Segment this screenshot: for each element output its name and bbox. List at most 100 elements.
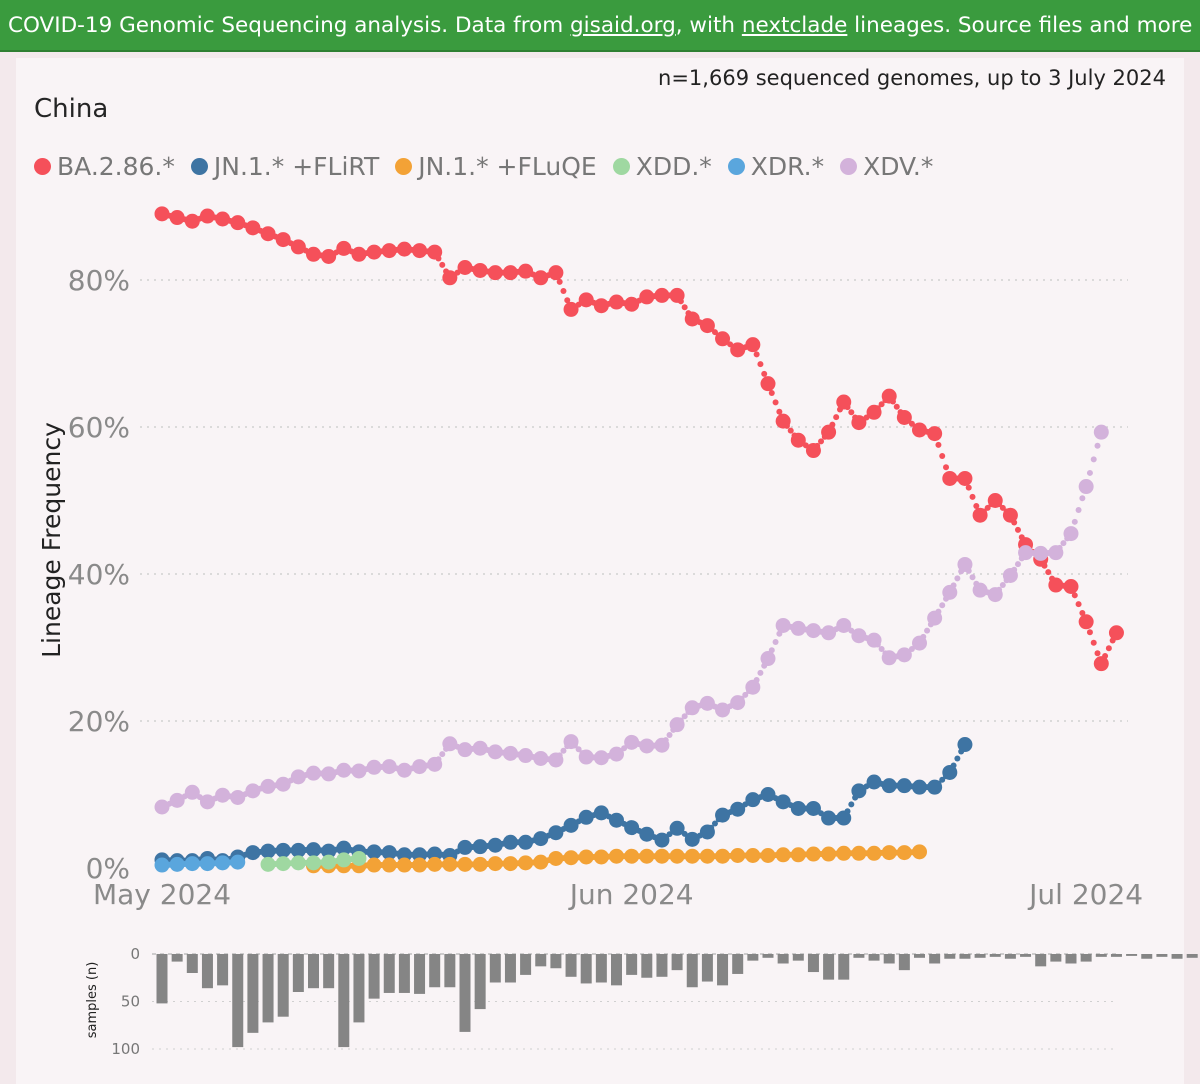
sample-bar xyxy=(974,954,986,958)
sample-bar xyxy=(641,954,653,978)
data-point xyxy=(805,443,821,459)
data-point xyxy=(654,737,670,753)
legend-item-xdd[interactable]: XDD.* xyxy=(612,152,712,181)
sample-count-summary: n=1,669 sequenced genomes, up to 3 July … xyxy=(658,66,1166,90)
interpolated-dot xyxy=(560,288,567,295)
legend-item-jn1-fluqe[interactable]: JN.1.* +FLuQE xyxy=(395,152,597,181)
data-point xyxy=(987,587,1003,603)
legend-item-ba286[interactable]: BA.2.86.* xyxy=(34,152,175,181)
legend-label: JN.1.* +FLiRT xyxy=(213,151,380,181)
data-point xyxy=(184,784,200,800)
interpolated-dot xyxy=(969,493,976,500)
sample-bar xyxy=(656,954,668,977)
legend-item-jn1-flirt[interactable]: JN.1.* +FLiRT xyxy=(190,151,380,181)
data-point xyxy=(381,857,397,873)
data-point xyxy=(245,783,261,799)
data-point xyxy=(412,243,428,259)
data-point xyxy=(578,749,594,765)
data-point xyxy=(472,740,488,756)
data-point xyxy=(593,750,609,766)
data-point xyxy=(336,852,352,868)
data-point xyxy=(699,695,715,711)
interpolated-dot xyxy=(999,582,1006,589)
data-point xyxy=(184,856,200,872)
data-point xyxy=(866,632,882,648)
sample-bar xyxy=(611,954,622,986)
data-point xyxy=(896,409,912,425)
data-point xyxy=(790,620,806,636)
data-point xyxy=(881,845,897,861)
data-point xyxy=(154,799,170,815)
legend-dot-icon xyxy=(34,157,51,175)
interpolated-dot xyxy=(1105,645,1112,652)
interpolated-dot xyxy=(1045,569,1052,576)
data-point xyxy=(805,800,821,816)
y-tick-label: 60% xyxy=(68,411,130,444)
data-point xyxy=(1093,656,1109,672)
interpolated-dot xyxy=(965,484,972,491)
samples-bar-chart: 0 50 100 samples (n) xyxy=(85,945,1198,1058)
legend-dot-icon xyxy=(840,157,858,175)
data-point xyxy=(972,507,988,523)
data-point xyxy=(518,834,534,850)
data-point xyxy=(684,848,700,864)
interpolated-dot xyxy=(776,408,783,415)
data-point xyxy=(457,742,473,758)
data-point xyxy=(381,759,397,775)
data-point xyxy=(472,856,488,872)
sample-bar xyxy=(853,954,865,958)
sample-bar xyxy=(1080,954,1092,962)
legend-item-xdr[interactable]: XDR.* xyxy=(727,152,824,181)
interpolated-dot xyxy=(575,746,582,753)
data-point xyxy=(927,610,943,626)
interpolated-dot xyxy=(833,414,840,421)
data-point xyxy=(669,717,685,733)
interpolated-dot xyxy=(1014,526,1021,533)
data-point xyxy=(245,220,261,236)
data-point xyxy=(851,628,867,644)
data-point xyxy=(1033,545,1049,561)
data-point xyxy=(836,845,852,861)
data-point xyxy=(775,794,791,810)
data-point xyxy=(912,635,927,651)
sample-bar xyxy=(1126,954,1138,956)
sample-bar xyxy=(232,954,244,1048)
data-point xyxy=(624,296,640,312)
data-point xyxy=(957,556,973,572)
interpolated-dot xyxy=(768,390,775,397)
sample-bar xyxy=(959,954,971,959)
interpolated-dot xyxy=(1075,601,1082,608)
data-point xyxy=(881,778,897,794)
gisaid-link[interactable]: gisaid.org xyxy=(570,13,676,38)
lineage-frequency-chart: 0% 20% 40% 60% 80% May 2024 Jun 2024 Jul 2024 Li… xyxy=(37,206,1143,911)
sample-bar xyxy=(1035,954,1047,967)
data-point xyxy=(745,679,761,695)
data-point xyxy=(321,766,337,782)
sample-bar xyxy=(308,954,319,989)
bar-y-tick-label: 50 xyxy=(121,993,140,1011)
legend-dot-icon xyxy=(395,157,413,175)
data-point xyxy=(1002,507,1018,523)
data-point xyxy=(851,415,867,431)
interpolated-dot xyxy=(556,278,563,285)
data-point xyxy=(548,752,564,768)
data-point xyxy=(442,270,458,286)
data-point xyxy=(609,812,624,828)
data-point xyxy=(624,820,640,836)
nextclade-link[interactable]: nextclade xyxy=(741,13,848,38)
data-point xyxy=(533,270,549,286)
data-point xyxy=(306,246,321,262)
data-point xyxy=(199,856,215,872)
sample-bar xyxy=(944,954,956,959)
data-point xyxy=(502,856,518,872)
interpolated-dot xyxy=(711,820,718,827)
interpolated-dot xyxy=(818,438,825,445)
sample-bar xyxy=(989,954,1001,957)
sample-bar xyxy=(914,954,925,958)
legend-item-xdv[interactable]: XDV.* xyxy=(840,152,933,181)
sample-bar xyxy=(292,954,304,992)
interpolated-dot xyxy=(742,691,749,698)
data-point xyxy=(290,855,306,871)
data-point xyxy=(881,650,897,666)
